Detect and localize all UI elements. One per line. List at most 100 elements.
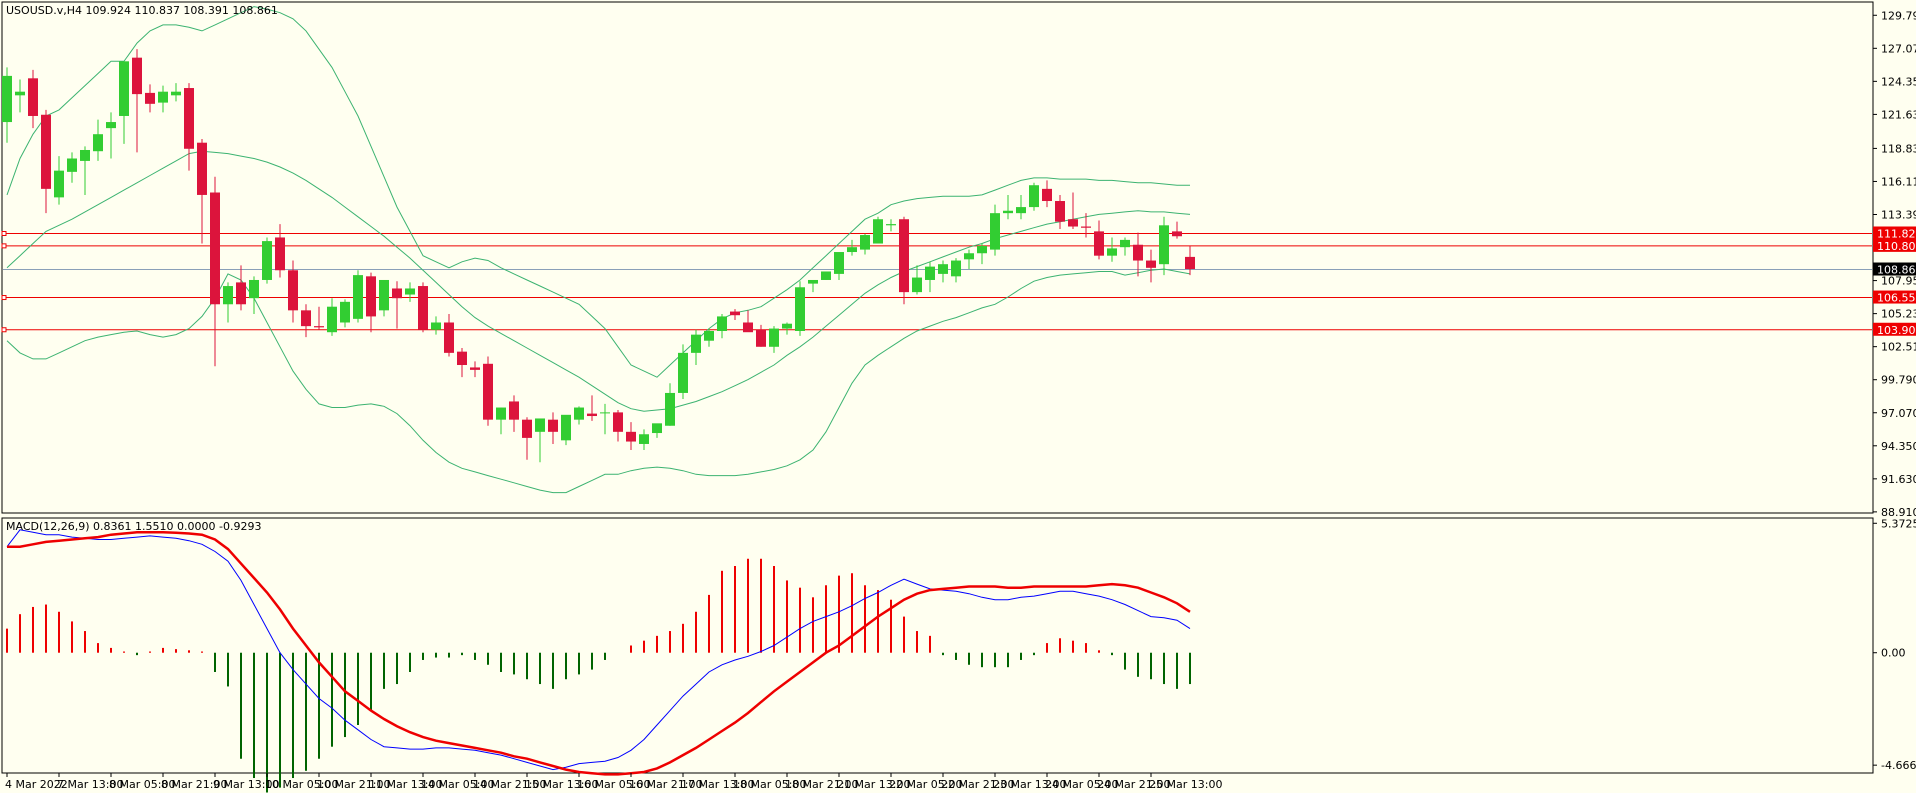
candle[interactable] xyxy=(119,61,129,144)
candle[interactable] xyxy=(262,237,272,284)
candle[interactable] xyxy=(392,281,402,329)
candle[interactable] xyxy=(223,282,233,323)
candle[interactable] xyxy=(184,83,194,171)
candle[interactable] xyxy=(1159,216,1169,276)
candle[interactable] xyxy=(1172,221,1182,239)
candle[interactable] xyxy=(366,272,376,333)
candle[interactable] xyxy=(1120,237,1130,256)
candle[interactable] xyxy=(587,395,597,421)
candle[interactable] xyxy=(93,119,103,161)
candle[interactable] xyxy=(678,344,688,400)
candle[interactable] xyxy=(873,216,883,244)
candle[interactable] xyxy=(1185,245,1195,276)
candle[interactable] xyxy=(938,260,948,283)
candle[interactable] xyxy=(2,67,12,143)
candle[interactable] xyxy=(158,85,168,113)
candle[interactable] xyxy=(1016,194,1026,220)
candle[interactable] xyxy=(808,279,818,293)
candle[interactable] xyxy=(691,329,701,366)
candle[interactable] xyxy=(496,407,506,435)
candle[interactable] xyxy=(15,79,25,113)
macd-pane[interactable] xyxy=(6,529,1191,793)
candle[interactable] xyxy=(951,258,961,283)
candle[interactable] xyxy=(600,403,610,435)
candle[interactable] xyxy=(626,422,636,451)
candle[interactable] xyxy=(1081,213,1091,238)
candle[interactable] xyxy=(964,249,974,270)
candle[interactable] xyxy=(795,281,805,336)
candle[interactable] xyxy=(418,282,428,333)
candle[interactable] xyxy=(1042,180,1052,208)
candle[interactable] xyxy=(236,265,246,311)
candle[interactable] xyxy=(340,299,350,328)
candle[interactable] xyxy=(275,224,285,278)
candle[interactable] xyxy=(314,306,324,330)
candle[interactable] xyxy=(990,204,1000,256)
candle[interactable] xyxy=(132,49,142,153)
candle[interactable] xyxy=(899,216,909,305)
candle[interactable] xyxy=(483,356,493,426)
candle[interactable] xyxy=(1094,220,1104,260)
candle[interactable] xyxy=(80,146,90,195)
candle[interactable] xyxy=(535,418,545,463)
candle[interactable] xyxy=(977,243,987,265)
candle[interactable] xyxy=(1146,249,1156,283)
candle[interactable] xyxy=(431,316,441,335)
level-anchor-handle[interactable] xyxy=(1,295,7,301)
candle[interactable] xyxy=(665,383,675,426)
candle[interactable] xyxy=(28,69,38,129)
candle[interactable] xyxy=(1029,182,1039,211)
candle[interactable] xyxy=(145,84,155,113)
candle[interactable] xyxy=(782,322,792,335)
candle[interactable] xyxy=(210,176,220,367)
candle[interactable] xyxy=(925,261,935,293)
candle[interactable] xyxy=(54,156,64,205)
candle[interactable] xyxy=(1055,194,1065,229)
candle[interactable] xyxy=(457,348,467,378)
candle[interactable] xyxy=(1133,232,1143,277)
candle[interactable] xyxy=(301,304,311,338)
candle[interactable] xyxy=(548,412,558,444)
candle[interactable] xyxy=(353,270,363,323)
candle[interactable] xyxy=(470,361,480,378)
candle[interactable] xyxy=(327,298,337,336)
candle[interactable] xyxy=(1003,194,1013,220)
candle[interactable] xyxy=(652,423,662,438)
candle[interactable] xyxy=(41,109,51,214)
candle[interactable] xyxy=(821,271,831,280)
candle[interactable] xyxy=(522,417,532,460)
candle[interactable] xyxy=(106,112,116,159)
level-anchor-handle[interactable] xyxy=(1,230,7,236)
candle[interactable] xyxy=(171,83,181,102)
candle[interactable] xyxy=(704,328,714,347)
level-anchor-handle[interactable] xyxy=(1,327,7,333)
candle[interactable] xyxy=(639,429,649,451)
candle[interactable] xyxy=(847,239,857,256)
candle[interactable] xyxy=(509,395,519,432)
candle[interactable] xyxy=(249,276,259,314)
price-pane[interactable] xyxy=(1,6,1872,494)
candle[interactable] xyxy=(769,326,779,353)
candle[interactable] xyxy=(730,309,740,321)
candle[interactable] xyxy=(379,279,389,317)
candle[interactable] xyxy=(1068,192,1078,229)
candle[interactable] xyxy=(561,414,571,446)
candle[interactable] xyxy=(197,139,207,244)
level-anchor-handle[interactable] xyxy=(1,243,7,249)
candle[interactable] xyxy=(613,409,623,442)
candle[interactable] xyxy=(886,219,896,232)
candle[interactable] xyxy=(756,324,766,347)
candle[interactable] xyxy=(1107,237,1117,262)
candle[interactable] xyxy=(288,260,298,323)
candle[interactable] xyxy=(405,282,415,302)
candle[interactable] xyxy=(717,313,727,339)
candle[interactable] xyxy=(912,265,922,295)
candle[interactable] xyxy=(67,152,77,183)
candle[interactable] xyxy=(743,310,753,333)
candle[interactable] xyxy=(860,233,870,255)
candle[interactable] xyxy=(834,252,844,280)
candle[interactable] xyxy=(574,406,584,425)
candle[interactable] xyxy=(444,313,454,357)
